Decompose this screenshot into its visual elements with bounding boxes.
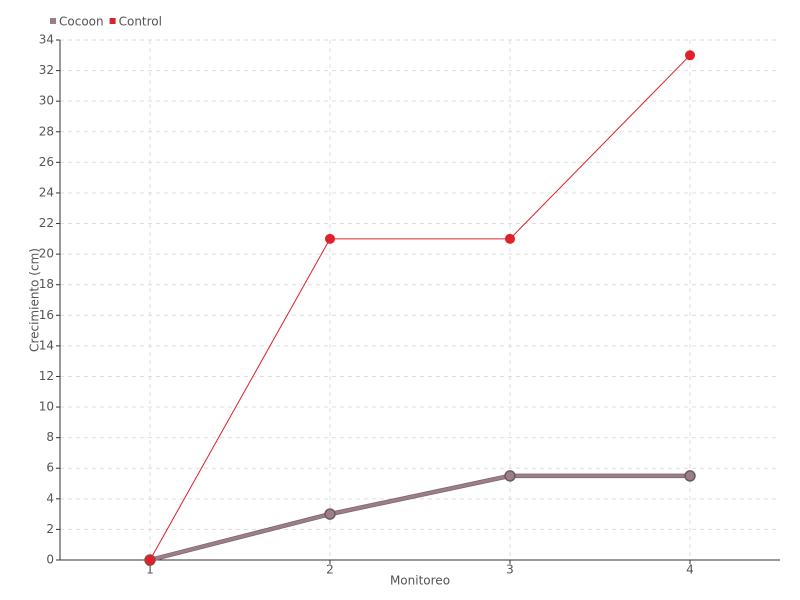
y-tick-label: 0 xyxy=(46,553,54,567)
y-tick-label: 18 xyxy=(39,277,54,291)
x-tick-label: 3 xyxy=(506,563,514,577)
y-tick-label: 4 xyxy=(46,491,54,505)
data-point xyxy=(505,233,515,244)
x-axis-label: Monitoreo xyxy=(390,574,450,588)
y-tick-label: 10 xyxy=(39,400,54,414)
series-line xyxy=(149,474,690,562)
legend-swatch xyxy=(50,18,56,24)
x-tick-label: 1 xyxy=(146,563,154,577)
data-point xyxy=(685,50,695,61)
legend-label: Cocoon xyxy=(59,15,104,29)
y-tick-label: 26 xyxy=(39,155,54,169)
y-tick-label: 12 xyxy=(39,369,54,383)
x-tick-label: 2 xyxy=(326,563,334,577)
data-point xyxy=(324,508,336,520)
y-tick-label: 24 xyxy=(39,185,54,199)
y-tick-label: 28 xyxy=(39,124,54,138)
x-tick-label: 4 xyxy=(686,563,694,577)
data-point xyxy=(504,470,516,482)
y-tick-label: 20 xyxy=(39,247,54,261)
y-tick-label: 34 xyxy=(39,33,54,47)
data-point xyxy=(145,555,155,565)
legend-swatch xyxy=(109,18,116,24)
series-line-outline xyxy=(149,473,690,563)
y-tick-label: 32 xyxy=(39,63,54,77)
data-point xyxy=(325,233,335,244)
y-tick-label: 8 xyxy=(46,430,54,444)
series-line xyxy=(149,54,691,561)
y-tick-label: 22 xyxy=(39,216,54,230)
y-tick-label: 14 xyxy=(39,338,54,352)
y-tick-label: 6 xyxy=(46,461,54,475)
legend-label: Control xyxy=(119,15,162,29)
data-point xyxy=(684,470,696,482)
y-axis-label: Crecimiento (cm) xyxy=(28,248,42,352)
y-tick-label: 2 xyxy=(46,522,54,536)
y-tick-label: 30 xyxy=(39,94,54,108)
y-tick-label: 16 xyxy=(39,308,54,322)
